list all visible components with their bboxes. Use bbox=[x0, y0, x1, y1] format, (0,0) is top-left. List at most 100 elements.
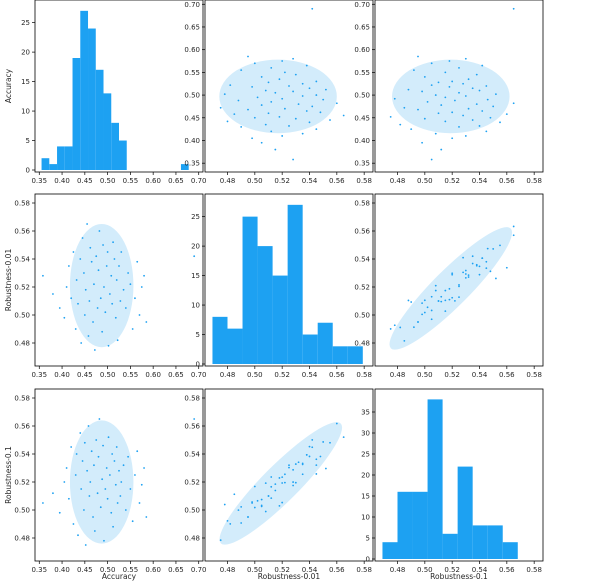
axes-frame bbox=[374, 0, 544, 173]
y-tick-label: 0.50 bbox=[184, 507, 200, 515]
scatter-point bbox=[113, 460, 116, 462]
confidence-ellipse bbox=[69, 420, 134, 544]
x-tick-label: 0.65 bbox=[168, 566, 184, 574]
x-ticks: 0.35 0.40 0.45 0.50 0.55 0.60 0.65 0.70 bbox=[31, 172, 207, 185]
scatter-point bbox=[486, 98, 489, 101]
hist-bar bbox=[382, 542, 398, 559]
scatter-point bbox=[462, 82, 464, 85]
hist-bar bbox=[49, 164, 58, 170]
x-tick-label: 0.48 bbox=[220, 177, 236, 185]
scatter-point bbox=[301, 82, 304, 85]
x-tick-label: 0.45 bbox=[77, 371, 93, 379]
y-tick-label: 0.50 bbox=[14, 507, 30, 515]
y-tick-label: 20 bbox=[361, 472, 370, 480]
scatter-point bbox=[93, 349, 96, 351]
scatter-point bbox=[478, 125, 481, 127]
y-ticks: 0.35 0.40 0.45 0.50 0.55 0.60 0.65 0.70 bbox=[354, 1, 375, 168]
scatter-point bbox=[393, 97, 396, 100]
scatter-point bbox=[489, 116, 492, 119]
hist-bar bbox=[457, 466, 473, 559]
scatter-point bbox=[315, 458, 318, 461]
x-tick-label: 0.55 bbox=[123, 177, 139, 185]
scatter-point bbox=[247, 55, 249, 58]
hist-bar bbox=[502, 542, 518, 559]
scatter-point bbox=[451, 272, 454, 275]
hist-bar bbox=[80, 10, 89, 170]
y-tick-label: 0.50 bbox=[354, 312, 370, 320]
y-tick-label: 0.52 bbox=[184, 479, 200, 487]
scatter-point bbox=[86, 223, 89, 225]
scatter-point bbox=[81, 460, 84, 462]
x-tick-label: 0.48 bbox=[220, 566, 236, 574]
hist-bar bbox=[257, 246, 273, 364]
scatter-point bbox=[315, 464, 318, 467]
scatter-point bbox=[458, 125, 460, 128]
scatter-point bbox=[451, 111, 454, 114]
x-tick-label: 0.56 bbox=[499, 566, 515, 574]
scatter-point bbox=[440, 104, 443, 106]
scatter-point bbox=[103, 286, 105, 288]
scatter-point bbox=[413, 69, 415, 72]
scatter-point bbox=[75, 279, 78, 281]
scatter-point bbox=[107, 344, 110, 347]
y-tick-label: 25 bbox=[191, 213, 200, 221]
scatter-point bbox=[434, 289, 437, 292]
scatter-point bbox=[485, 260, 488, 263]
scatter-point bbox=[430, 62, 433, 65]
scatter-point bbox=[407, 88, 410, 91]
x-tick-label: 0.50 bbox=[100, 566, 116, 574]
scatter-point bbox=[270, 130, 273, 133]
scatter-point bbox=[86, 469, 89, 472]
hist-bar bbox=[57, 146, 65, 170]
scatter-point bbox=[88, 300, 91, 302]
scatter-point bbox=[467, 274, 470, 276]
scatter-point bbox=[143, 274, 145, 277]
y-tick-label: 0.48 bbox=[14, 340, 30, 348]
y-tick-label: 0.52 bbox=[14, 284, 30, 292]
scatter-point bbox=[284, 481, 286, 484]
x-tick-label: 0.45 bbox=[77, 177, 93, 185]
scatter-point bbox=[240, 69, 243, 72]
y-tick-label: 0.50 bbox=[354, 92, 370, 100]
scatter-point bbox=[260, 104, 263, 106]
y-tick-label: 0.55 bbox=[354, 69, 370, 77]
y-axis-label: Robustness-0.1 bbox=[4, 446, 13, 504]
scatter-point bbox=[65, 286, 68, 288]
scatter-point bbox=[74, 474, 77, 476]
panel-r2-c0: 0.35 0.40 0.45 0.50 0.55 0.60 0.65 0.70 0.48 0.50… bbox=[4, 388, 207, 581]
x-ticks: 0.48 0.50 0.52 0.54 0.56 0.58 bbox=[220, 366, 372, 379]
x-tick-label: 0.58 bbox=[526, 566, 542, 574]
scatter-point bbox=[270, 485, 273, 488]
scatter-point bbox=[462, 271, 464, 274]
scatter-point bbox=[75, 453, 78, 455]
scatter-point bbox=[270, 66, 273, 69]
y-tick-label: 15 bbox=[21, 78, 30, 86]
x-tick-label: 0.45 bbox=[77, 566, 93, 574]
scatter-point bbox=[140, 483, 143, 486]
scatter-point bbox=[311, 7, 314, 10]
scatter-point bbox=[458, 66, 460, 69]
scatter-point bbox=[335, 102, 338, 105]
y-tick-label: 0.55 bbox=[184, 69, 200, 77]
scatter-point bbox=[136, 450, 139, 453]
scatter-point bbox=[464, 277, 467, 279]
scatter-point bbox=[440, 148, 443, 151]
y-tick-label: 0.54 bbox=[14, 256, 30, 264]
y-tick-label: 0.54 bbox=[184, 451, 200, 459]
scatter-point bbox=[88, 495, 91, 497]
scatter-point bbox=[454, 99, 456, 102]
scatter-point bbox=[79, 258, 82, 260]
scatter-point bbox=[315, 80, 318, 83]
scatter-point bbox=[127, 455, 130, 458]
x-tick-label: 0.48 bbox=[390, 371, 406, 379]
scatter-point bbox=[478, 265, 481, 268]
scatter-point bbox=[481, 257, 484, 260]
scatter-point bbox=[240, 125, 243, 128]
y-tick-label: 0.56 bbox=[14, 423, 30, 431]
panel-r2-c2: 0.48 0.50 0.52 0.54 0.56 0.58 0 5 10 15 20 25 30 35 Ro… bbox=[361, 388, 544, 581]
scatter-point bbox=[80, 488, 83, 490]
confidence-ellipse bbox=[392, 59, 510, 134]
y-tick-label: 0.54 bbox=[14, 451, 30, 459]
hist-bar bbox=[103, 93, 112, 170]
y-tick-label: 0 bbox=[26, 167, 30, 175]
